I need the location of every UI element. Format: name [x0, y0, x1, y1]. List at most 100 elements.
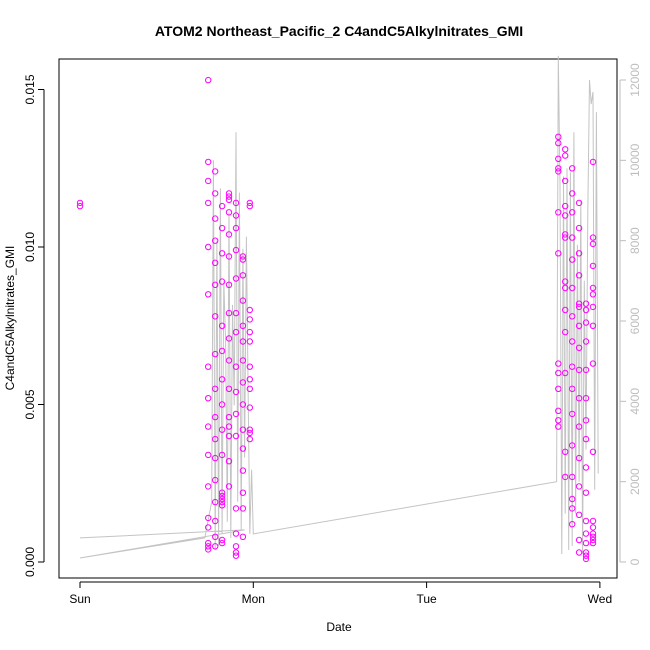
- data-point: [205, 199, 212, 207]
- data-point: [239, 379, 247, 386]
- data-point: [212, 543, 219, 550]
- data-point: [582, 517, 590, 525]
- data-point: [76, 202, 84, 210]
- data-point: [589, 533, 597, 540]
- data-point: [232, 549, 240, 556]
- data-point: [589, 303, 597, 311]
- data-point: [212, 454, 219, 462]
- data-point: [232, 309, 240, 317]
- data-point: [589, 539, 597, 547]
- data-point: [575, 549, 583, 556]
- data-point: [562, 448, 569, 455]
- data-point: [582, 555, 590, 563]
- data-point: [569, 521, 576, 528]
- data-point: [569, 209, 576, 216]
- data-point: [205, 76, 212, 84]
- data-point: [582, 319, 590, 326]
- data-point: [225, 483, 233, 490]
- data-point: [569, 385, 576, 392]
- y-axis-right: 0 2000 4000 6000 8000 10000 12000: [619, 63, 642, 565]
- data-point: [212, 385, 219, 392]
- data-point: [555, 423, 562, 430]
- y2-tick-label: 8000: [628, 227, 642, 254]
- data-point: [562, 234, 569, 241]
- data-point: [225, 209, 233, 216]
- data-point: [232, 388, 240, 396]
- data-point: [589, 360, 597, 367]
- data-point: [225, 385, 233, 392]
- data-point: [218, 498, 226, 506]
- data-point: [555, 155, 562, 163]
- chart-title: ATOM2 Northeast_Pacific_2 C4andC5Alkylni…: [155, 23, 523, 39]
- data-point: [589, 158, 597, 166]
- data-point: [205, 158, 212, 166]
- data-point: [589, 234, 597, 241]
- data-point: [225, 196, 233, 204]
- data-point: [76, 199, 84, 207]
- data-point: [575, 224, 583, 232]
- secondary-series-line: [79, 55, 599, 559]
- data-point: [589, 530, 597, 537]
- data-point: [589, 322, 597, 329]
- data-point: [589, 536, 597, 544]
- data-point: [569, 313, 576, 320]
- data-point: [562, 231, 569, 238]
- data-point: [212, 435, 219, 443]
- data-point: [575, 300, 583, 307]
- data-point: [562, 202, 569, 210]
- data-point: [569, 338, 576, 345]
- data-point: [246, 199, 254, 207]
- data-point: [218, 401, 226, 408]
- data-point: [232, 505, 240, 512]
- y-axis-title: C4andC5Alkylnitrates_GMI: [3, 246, 17, 391]
- data-point: [212, 237, 219, 244]
- y-tick-label: 0.005: [23, 389, 37, 419]
- y2-tick-label: 12000: [628, 63, 642, 97]
- data-point: [225, 193, 233, 200]
- data-point: [239, 338, 247, 345]
- data-point: [232, 199, 240, 207]
- data-point: [246, 316, 254, 323]
- data-point: [246, 306, 254, 314]
- data-point: [555, 209, 562, 216]
- data-point: [582, 539, 590, 547]
- data-point: [555, 369, 562, 377]
- x-tick-label: Tue: [416, 592, 437, 606]
- y-tick-label: 0.010: [23, 232, 37, 262]
- data-point: [205, 395, 212, 402]
- data-point: [575, 536, 583, 544]
- data-point: [218, 376, 226, 383]
- data-point: [555, 407, 562, 414]
- data-point: [212, 476, 219, 484]
- data-point: [575, 344, 583, 351]
- data-point: [589, 524, 597, 531]
- data-point: [569, 190, 576, 197]
- data-point: [575, 322, 583, 329]
- data-point: [218, 426, 226, 433]
- data-point: [589, 291, 597, 298]
- data-point: [246, 376, 254, 383]
- data-point: [232, 275, 240, 282]
- data-point: [212, 313, 219, 320]
- data-point: [575, 272, 583, 279]
- data-point: [225, 309, 233, 317]
- data-point: [569, 442, 576, 449]
- data-point: [218, 492, 226, 500]
- data-point: [246, 426, 254, 433]
- data-point: [232, 543, 240, 550]
- data-point: [225, 335, 233, 342]
- data-point: [212, 190, 219, 197]
- data-point: [205, 243, 212, 251]
- data-point: [582, 306, 590, 314]
- x-axis-title: Date: [326, 620, 352, 634]
- data-point: [589, 262, 597, 270]
- y2-tick-label: 2000: [628, 468, 642, 495]
- data-point: [246, 338, 254, 345]
- data-point: [582, 417, 590, 424]
- data-point: [218, 347, 226, 355]
- data-point: [239, 426, 247, 433]
- data-point: [569, 165, 576, 172]
- data-point: [212, 498, 219, 506]
- data-point: [582, 489, 590, 496]
